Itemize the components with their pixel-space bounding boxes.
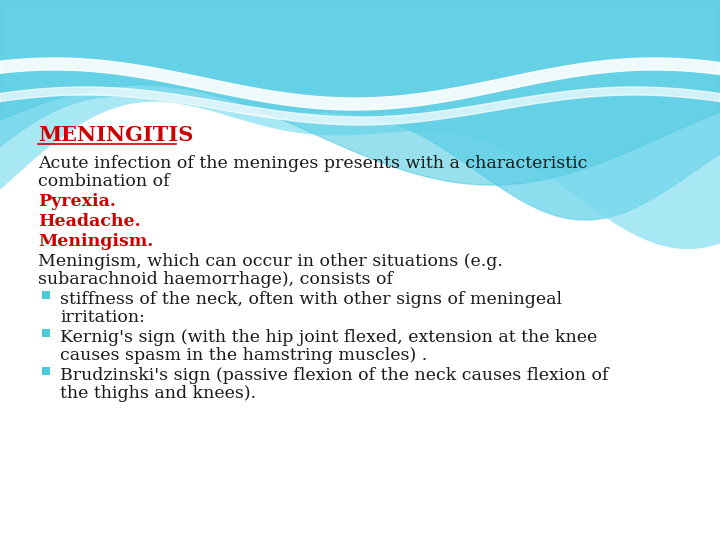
Text: Kernig's sign (with the hip joint flexed, extension at the knee: Kernig's sign (with the hip joint flexed… [60,329,598,346]
Text: Meningism, which can occur in other situations (e.g.: Meningism, which can occur in other situ… [38,253,503,270]
Text: Meningism.: Meningism. [38,233,153,250]
Text: the thighs and knees).: the thighs and knees). [60,385,256,402]
FancyBboxPatch shape [42,329,50,337]
Text: subarachnoid haemorrhage), consists of: subarachnoid haemorrhage), consists of [38,271,393,288]
Text: Brudzinski's sign (passive flexion of the neck causes flexion of: Brudzinski's sign (passive flexion of th… [60,367,608,384]
FancyBboxPatch shape [42,291,50,299]
Text: stiffness of the neck, often with other signs of meningeal: stiffness of the neck, often with other … [60,291,562,308]
Text: Headache.: Headache. [38,213,140,230]
Text: Acute infection of the meninges presents with a characteristic: Acute infection of the meninges presents… [38,155,588,172]
Text: causes spasm in the hamstring muscles) .: causes spasm in the hamstring muscles) . [60,347,427,364]
Text: MENINGITIS: MENINGITIS [38,125,194,145]
Text: irritation:: irritation: [60,309,145,326]
Text: combination of: combination of [38,173,170,190]
FancyBboxPatch shape [42,367,50,375]
Text: Pyrexia.: Pyrexia. [38,193,116,210]
